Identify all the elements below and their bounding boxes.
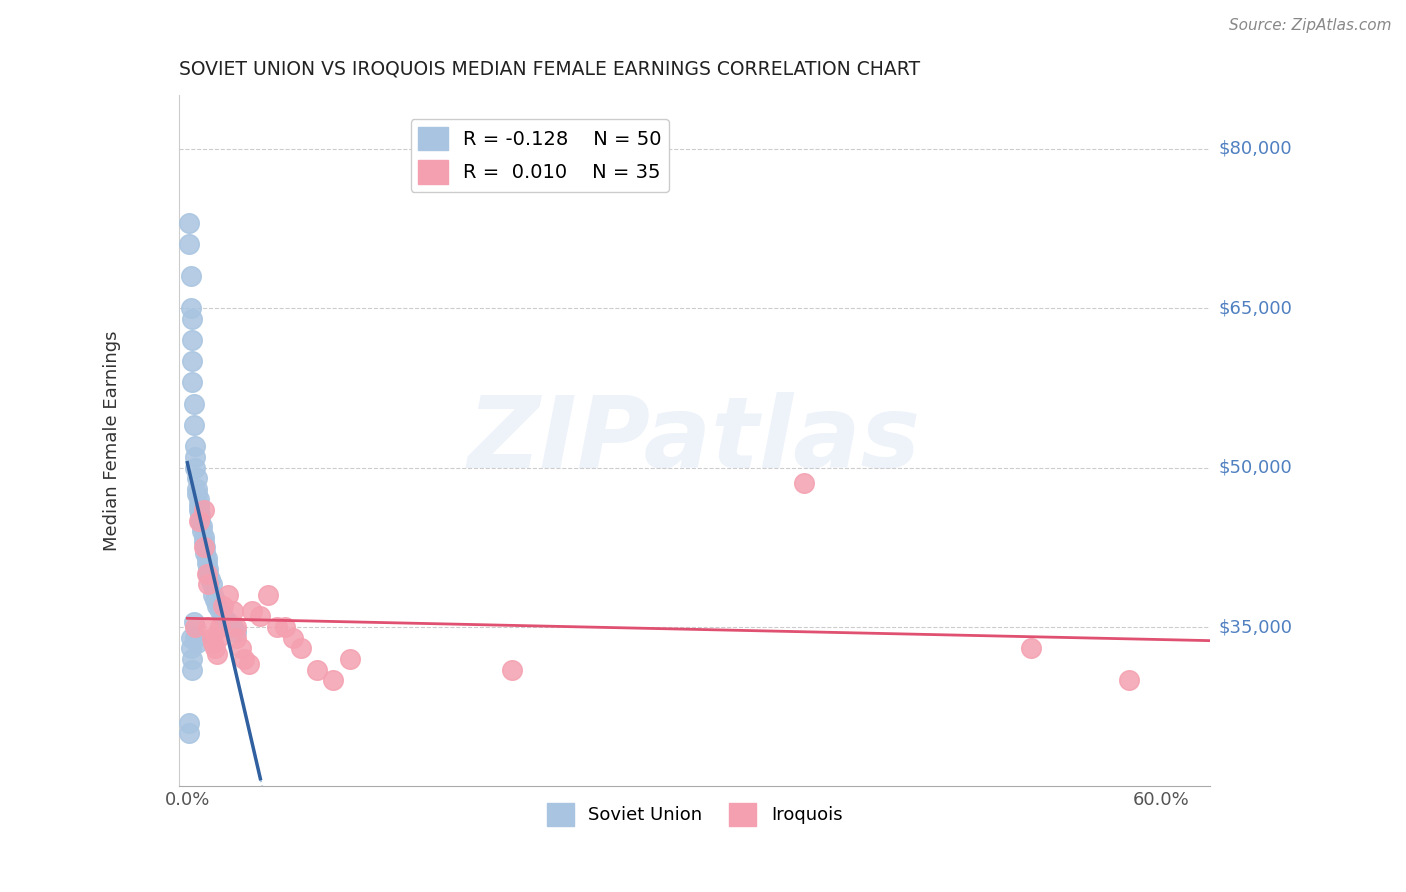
Point <box>184 460 207 475</box>
Point <box>202 636 225 650</box>
Point <box>207 631 229 645</box>
Text: Median Female Earnings: Median Female Earnings <box>103 331 121 551</box>
Point <box>181 333 204 347</box>
Point <box>1118 673 1140 688</box>
Point <box>180 641 202 656</box>
Point <box>222 620 245 634</box>
Point <box>187 498 209 512</box>
Point <box>281 631 304 645</box>
Point <box>184 439 207 453</box>
Point <box>204 593 226 607</box>
Point <box>249 609 271 624</box>
Point <box>183 397 205 411</box>
Point <box>194 541 217 555</box>
Point <box>195 550 218 565</box>
Point <box>201 631 224 645</box>
Point <box>208 620 231 634</box>
Point <box>212 609 235 624</box>
Point <box>793 476 815 491</box>
Point <box>186 482 208 496</box>
Point <box>290 641 312 656</box>
Text: $80,000: $80,000 <box>1218 139 1292 158</box>
Point <box>217 588 239 602</box>
Point <box>197 577 219 591</box>
Point <box>233 652 256 666</box>
Point <box>225 625 247 640</box>
Point <box>198 572 221 586</box>
Text: $35,000: $35,000 <box>1218 618 1292 636</box>
Point <box>197 561 219 575</box>
Point <box>205 599 228 613</box>
Point <box>266 620 288 634</box>
Point <box>225 620 247 634</box>
Point <box>273 620 295 634</box>
Point <box>307 663 329 677</box>
Point <box>187 503 209 517</box>
Point <box>204 641 226 656</box>
Point <box>238 657 260 672</box>
Point <box>193 530 215 544</box>
Point <box>193 535 215 549</box>
Point <box>180 631 202 645</box>
Point <box>181 376 204 390</box>
Point <box>197 566 219 581</box>
Text: $50,000: $50,000 <box>1218 458 1292 476</box>
Point <box>184 620 207 634</box>
Point <box>181 652 204 666</box>
Point <box>188 514 211 528</box>
Point <box>188 508 211 523</box>
Point <box>191 519 214 533</box>
Point <box>212 599 235 613</box>
Point <box>177 216 200 230</box>
Point <box>191 524 214 539</box>
Point <box>177 715 200 730</box>
Point <box>184 450 207 464</box>
Point <box>181 354 204 368</box>
Point <box>217 615 239 629</box>
Point <box>225 631 247 645</box>
Point <box>194 545 217 559</box>
Point <box>339 652 361 666</box>
Point <box>197 620 219 634</box>
Point <box>257 588 280 602</box>
Point <box>186 471 208 485</box>
Text: $65,000: $65,000 <box>1218 299 1292 317</box>
Point <box>193 503 215 517</box>
Point <box>184 631 207 645</box>
Point <box>501 663 523 677</box>
Point <box>180 301 202 315</box>
Point <box>183 417 205 432</box>
Point <box>183 615 205 629</box>
Point <box>240 604 263 618</box>
Point <box>193 541 215 555</box>
Point <box>201 577 224 591</box>
Point <box>187 514 209 528</box>
Point <box>186 636 208 650</box>
Point <box>181 663 204 677</box>
Legend: Soviet Union, Iroquois: Soviet Union, Iroquois <box>540 797 849 833</box>
Point <box>187 492 209 507</box>
Point <box>322 673 344 688</box>
Point <box>195 556 218 570</box>
Point <box>205 647 228 661</box>
Text: Source: ZipAtlas.com: Source: ZipAtlas.com <box>1229 18 1392 33</box>
Point <box>181 311 204 326</box>
Point <box>195 566 218 581</box>
Point <box>202 588 225 602</box>
Point <box>177 726 200 740</box>
Point <box>1021 641 1043 656</box>
Point <box>222 604 245 618</box>
Point <box>208 604 231 618</box>
Point <box>177 237 200 252</box>
Point <box>180 269 202 284</box>
Point <box>186 487 208 501</box>
Text: ZIPatlas: ZIPatlas <box>468 392 921 490</box>
Text: SOVIET UNION VS IROQUOIS MEDIAN FEMALE EARNINGS CORRELATION CHART: SOVIET UNION VS IROQUOIS MEDIAN FEMALE E… <box>179 60 921 78</box>
Point <box>229 641 252 656</box>
